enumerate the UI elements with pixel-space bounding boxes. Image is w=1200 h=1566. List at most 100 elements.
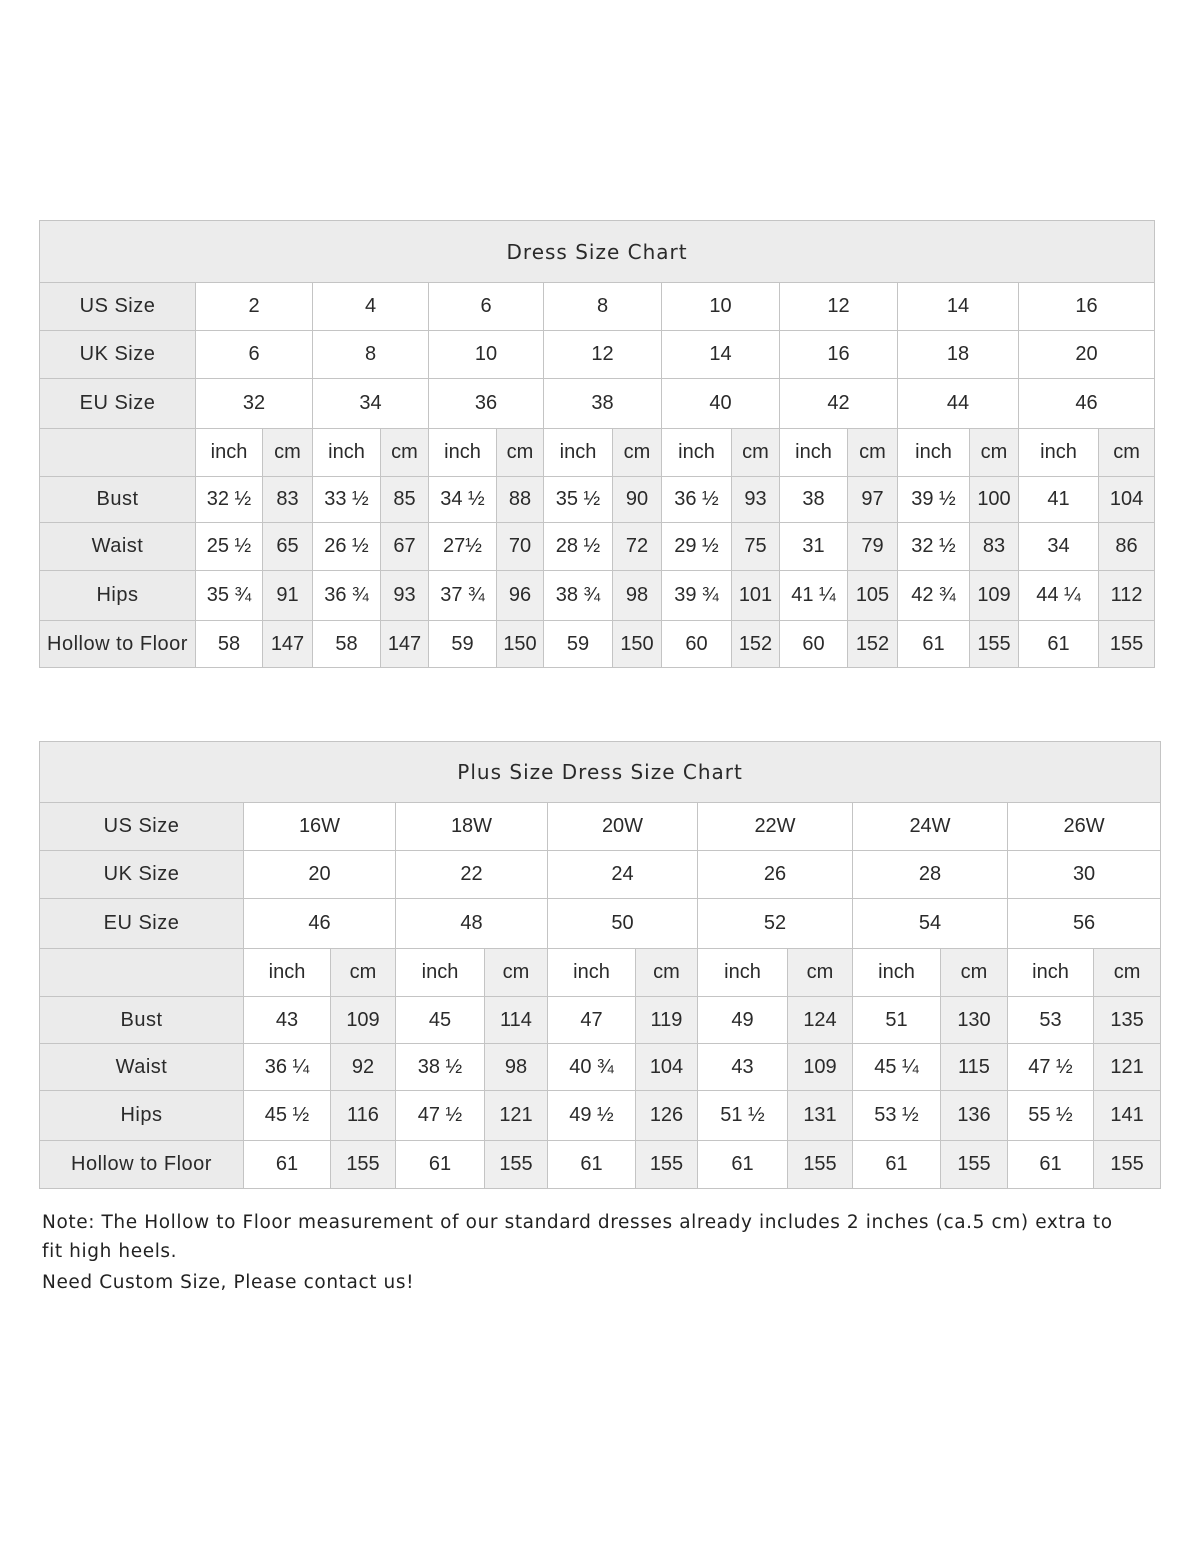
hips-inch-value: 49 ½: [547, 1090, 636, 1141]
hollow-inch-value: 61: [395, 1140, 485, 1189]
hips-inch-value: 41 ¼: [779, 570, 848, 621]
waist-label: Waist: [39, 1043, 244, 1091]
waist-inch-value: 31: [779, 522, 848, 571]
waist-cm-value: 115: [940, 1043, 1008, 1091]
cm-unit-header: cm: [262, 428, 313, 477]
uk-size-value: 12: [543, 330, 662, 379]
inch-unit-header: inch: [1018, 428, 1099, 477]
dress-size-chart-table: Dress Size Chart US Size 2 4 6 8 10 12 14 16 UK Si…: [38, 220, 1156, 668]
hips-cm-value: 93: [380, 570, 429, 621]
cm-unit-header: cm: [496, 428, 544, 477]
us-size-value: 10: [661, 282, 780, 331]
eu-size-value: 46: [243, 898, 396, 949]
hollow-inch-value: 61: [697, 1140, 788, 1189]
uk-size-value: 30: [1006, 850, 1162, 899]
us-size-row: US Size 16W 18W 20W 22W 24W 26W: [39, 802, 1162, 851]
bust-cm-value: 100: [969, 476, 1019, 523]
us-size-value: 8: [543, 282, 662, 331]
waist-inch-value: 28 ½: [543, 522, 613, 571]
uk-size-value: 6: [195, 330, 313, 379]
unit-row: inch cm inch cm inch cm inch cm inch cm inch cm: [39, 948, 1162, 997]
bust-inch-value: 36 ½: [661, 476, 732, 523]
waist-inch-value: 32 ½: [897, 522, 970, 571]
bust-row: Bust 32 ½ 83 33 ½ 85 34 ½ 88 35 ½ 90 36 ½ 93 38 97 39…: [39, 476, 1156, 523]
inch-unit-header: inch: [897, 428, 970, 477]
chart-title: Dress Size Chart: [38, 220, 1156, 283]
waist-cm-value: 121: [1092, 1043, 1162, 1091]
eu-size-value: 46: [1017, 378, 1156, 429]
cm-unit-header: cm: [380, 428, 429, 477]
eu-size-value: 50: [547, 898, 698, 949]
hips-cm-value: 109: [969, 570, 1019, 621]
us-size-value: 22W: [697, 802, 853, 851]
us-size-value: 16W: [243, 802, 396, 851]
uk-size-value: 16: [779, 330, 898, 379]
hollow-cm-value: 147: [262, 620, 313, 668]
uk-size-value: 18: [897, 330, 1019, 379]
hollow-cm-value: 152: [731, 620, 780, 668]
us-size-value: 2: [195, 282, 313, 331]
bust-inch-value: 47: [547, 996, 636, 1044]
bust-cm-value: 104: [1097, 476, 1156, 523]
note-text-continued: fit high heels.: [42, 1241, 178, 1262]
bust-inch-value: 49: [697, 996, 788, 1044]
hollow-cm-value: 150: [612, 620, 662, 668]
hips-cm-value: 91: [262, 570, 313, 621]
us-size-value: 12: [779, 282, 898, 331]
uk-size-value: 28: [852, 850, 1008, 899]
eu-size-value: 42: [779, 378, 898, 429]
waist-cm-value: 79: [847, 522, 898, 571]
eu-size-value: 44: [897, 378, 1019, 429]
bust-cm-value: 93: [731, 476, 780, 523]
uk-size-value: 20: [1017, 330, 1156, 379]
uk-size-value: 22: [395, 850, 548, 899]
bust-row: Bust 43 109 45 114 47 119 49 124 51 130 53 135: [39, 996, 1162, 1044]
inch-unit-header: inch: [697, 948, 788, 997]
hollow-cm-value: 155: [635, 1140, 698, 1189]
hips-cm-value: 112: [1097, 570, 1156, 621]
cm-unit-header: cm: [969, 428, 1019, 477]
cm-unit-header: cm: [484, 948, 548, 997]
cm-unit-header: cm: [1097, 428, 1156, 477]
bust-inch-value: 53: [1007, 996, 1094, 1044]
us-size-value: 6: [428, 282, 544, 331]
waist-inch-value: 29 ½: [661, 522, 732, 571]
eu-size-value: 54: [852, 898, 1008, 949]
uk-size-value: 24: [547, 850, 698, 899]
uk-size-value: 14: [661, 330, 780, 379]
title-row: Plus Size Dress Size Chart: [38, 741, 1162, 803]
bust-inch-value: 38: [779, 476, 848, 523]
us-size-value: 20W: [547, 802, 698, 851]
uk-size-row: UK Size 20 22 24 26 28 30: [39, 850, 1162, 899]
bust-cm-value: 97: [847, 476, 898, 523]
uk-size-value: 8: [312, 330, 429, 379]
us-size-value: 26W: [1006, 802, 1162, 851]
cm-unit-header: cm: [847, 428, 898, 477]
hollow-inch-value: 60: [779, 620, 848, 668]
waist-inch-value: 27½: [428, 522, 497, 571]
inch-unit-header: inch: [312, 428, 381, 477]
cm-unit-header: cm: [330, 948, 396, 997]
waist-cm-value: 67: [380, 522, 429, 571]
waist-label: Waist: [39, 522, 196, 571]
us-size-value: 16: [1017, 282, 1156, 331]
uk-size-value: 10: [428, 330, 544, 379]
hips-cm-value: 105: [847, 570, 898, 621]
waist-cm-value: 75: [731, 522, 780, 571]
waist-cm-value: 86: [1097, 522, 1156, 571]
uk-size-label: UK Size: [39, 850, 244, 899]
unit-label-blank: [39, 428, 196, 477]
bust-cm-value: 88: [496, 476, 544, 523]
hollow-cm-value: 155: [1097, 620, 1156, 668]
bust-cm-value: 85: [380, 476, 429, 523]
hollow-cm-value: 150: [496, 620, 544, 668]
chart-title: Plus Size Dress Size Chart: [38, 741, 1162, 803]
uk-size-value: 20: [243, 850, 396, 899]
bust-label: Bust: [39, 996, 244, 1044]
waist-inch-value: 38 ½: [395, 1043, 485, 1091]
hips-cm-value: 121: [484, 1090, 548, 1141]
bust-cm-value: 135: [1092, 996, 1162, 1044]
hollow-inch-value: 59: [543, 620, 613, 668]
bust-inch-value: 32 ½: [195, 476, 263, 523]
hollow-inch-value: 61: [1018, 620, 1099, 668]
